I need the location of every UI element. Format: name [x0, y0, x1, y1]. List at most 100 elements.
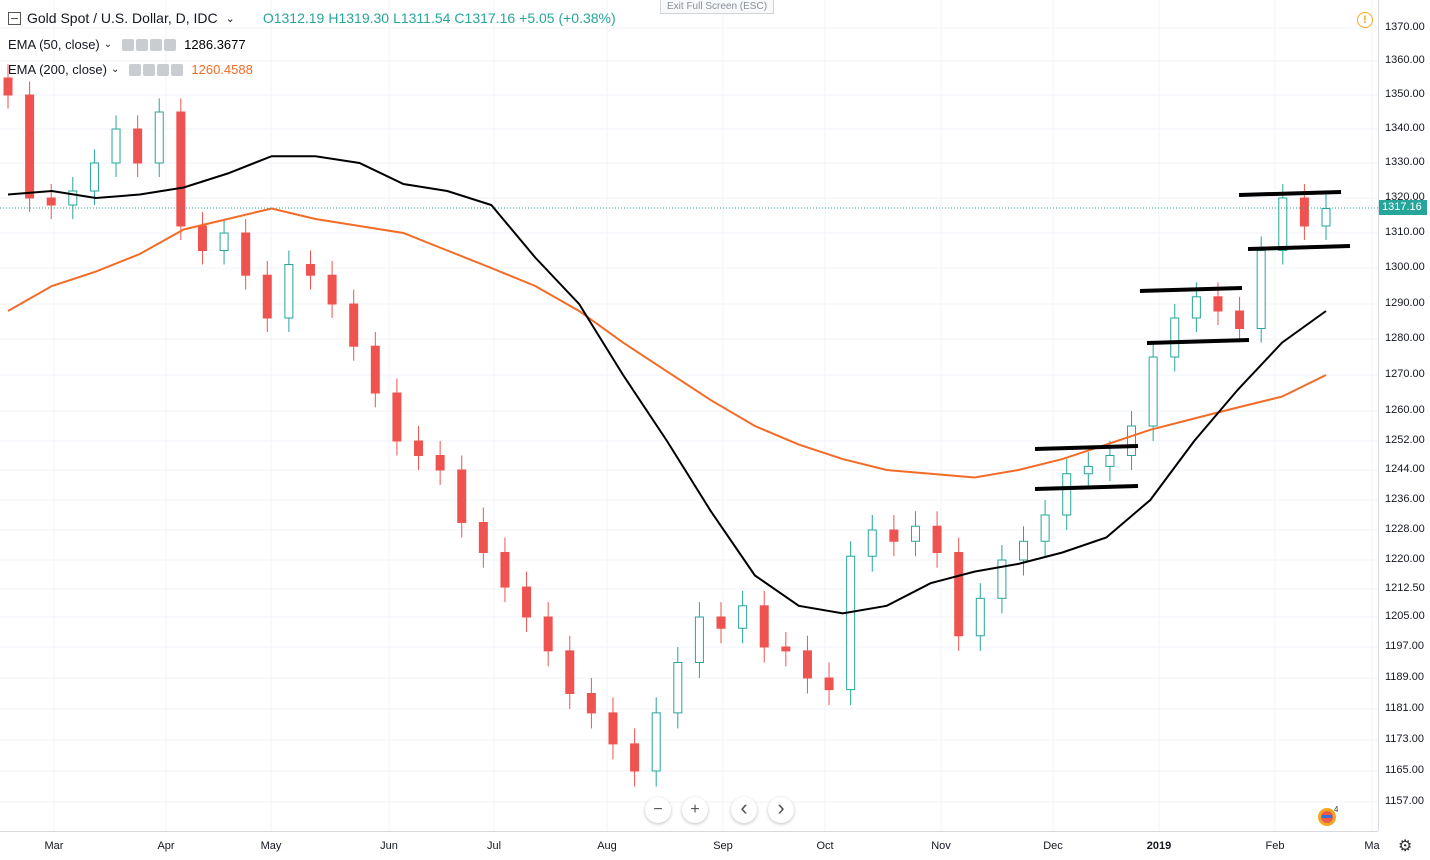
price-axis[interactable]: 1370.00 1360.00 1350.00 1340.00 1330.00 1320.… — [1378, 0, 1430, 831]
price-axis-label: 1189.00 — [1385, 671, 1424, 683]
settings-gear-icon[interactable]: ⚙ — [1398, 838, 1413, 855]
candle-body — [1170, 317, 1180, 358]
candle-body — [716, 616, 726, 629]
candle-body — [1299, 197, 1309, 227]
candle-body — [1278, 197, 1288, 251]
candle-body — [867, 529, 877, 557]
candle-body — [1148, 356, 1158, 427]
candle-body — [500, 552, 510, 588]
candle-body — [932, 525, 942, 553]
candle-body — [1083, 465, 1093, 475]
candle-body — [25, 94, 35, 199]
candle-body — [565, 650, 575, 694]
candle-body — [1191, 296, 1201, 319]
candle-body — [954, 552, 964, 637]
candle-body — [543, 616, 553, 652]
price-axis-label: 1212.50 — [1385, 582, 1425, 594]
scroll-right-button[interactable]: › — [768, 797, 794, 823]
time-axis-label: 2019 — [1146, 840, 1172, 852]
candle-body — [910, 525, 920, 542]
candle-body — [478, 522, 488, 553]
price-axis-label: 1330.00 — [1385, 156, 1425, 168]
symbol-title[interactable]: Gold Spot / U.S. Dollar, D, IDC — [27, 10, 218, 26]
ohlc-open: O1312.19 — [262, 10, 325, 26]
candle-body — [1062, 473, 1072, 516]
time-axis[interactable]: Mar Apr May Jun Jul Aug Sep Oct Nov Dec 2019 Feb Ma — [0, 831, 1380, 860]
candle-body — [457, 469, 467, 523]
close-icon[interactable] — [171, 63, 184, 76]
candle-body — [651, 712, 661, 772]
ohlc-change: +5.05 (+0.38%) — [519, 10, 616, 26]
candle-body — [824, 677, 834, 691]
candle-body — [1256, 250, 1266, 329]
chevron-down-icon[interactable]: ⌄ — [111, 64, 120, 75]
ema200-value: 1260.4588 — [191, 62, 253, 77]
candle-body — [1321, 208, 1331, 227]
candle-body — [694, 616, 704, 663]
ema200-legend[interactable]: EMA (200, close) ⌄ 1260.4588 — [8, 62, 253, 77]
price-axis-label: 1260.00 — [1385, 404, 1425, 416]
time-axis-label: Sep — [713, 840, 733, 852]
ema200-line — [7, 207, 1327, 479]
candle-body — [1019, 540, 1029, 561]
chevron-down-icon[interactable]: ⌄ — [225, 12, 235, 25]
eye-icon[interactable] — [129, 63, 142, 76]
trend-line-drawing — [1139, 286, 1243, 293]
price-chart[interactable] — [0, 0, 1378, 831]
candle-body — [89, 162, 99, 192]
candle-body — [241, 232, 251, 276]
tradingview-logo-icon[interactable]: 4 — [1316, 805, 1338, 827]
gear-icon[interactable] — [143, 63, 156, 76]
price-axis-label: 1181.00 — [1385, 702, 1424, 714]
time-axis-label: Feb — [1265, 840, 1285, 852]
trend-line-drawing — [1034, 484, 1139, 491]
candle-body — [262, 274, 272, 319]
candle-body — [133, 128, 143, 164]
plus-icon[interactable] — [150, 38, 163, 51]
ema200-label[interactable]: EMA (200, close) — [8, 62, 107, 77]
candle-body — [435, 455, 445, 471]
ema50-line — [7, 155, 1327, 615]
symbol-legend[interactable]: Gold Spot / U.S. Dollar, D, IDC ⌄ O1312.… — [8, 10, 616, 26]
candle-body — [1213, 296, 1223, 312]
candle-body — [1127, 425, 1137, 456]
ema50-legend[interactable]: EMA (50, close) ⌄ 1286.3677 — [8, 37, 246, 52]
gear-icon[interactable] — [136, 38, 149, 51]
candle-body — [392, 392, 402, 442]
candle-body — [1235, 310, 1245, 329]
candle-body — [154, 111, 164, 164]
candle-body — [219, 232, 229, 251]
ema50-value: 1286.3677 — [184, 37, 246, 52]
warning-icon[interactable]: ! — [1357, 12, 1373, 28]
candle-body — [68, 190, 78, 206]
candle-body — [997, 559, 1007, 599]
candle-body — [738, 605, 748, 629]
time-axis-label: Mar — [44, 840, 64, 852]
candle-body — [846, 555, 856, 691]
time-axis-label: Jun — [380, 840, 398, 852]
price-axis-label: 1157.00 — [1385, 795, 1424, 807]
candle-body — [414, 440, 424, 456]
logo-badge: 4 — [1334, 805, 1338, 814]
time-axis-label: Nov — [931, 840, 951, 852]
price-axis-label: 1228.00 — [1385, 523, 1425, 535]
candle-body — [3, 77, 13, 96]
candle-body — [522, 586, 532, 618]
plus-icon[interactable] — [157, 63, 170, 76]
ema50-label[interactable]: EMA (50, close) — [8, 37, 100, 52]
last-price-tag: 1317.16 — [1379, 200, 1427, 215]
trend-line-drawing — [1238, 190, 1342, 197]
candle-body — [1040, 514, 1050, 542]
time-axis-label: May — [260, 840, 282, 852]
collapse-legend-icon[interactable] — [8, 11, 21, 25]
scroll-left-button[interactable]: ‹ — [731, 797, 757, 823]
eye-icon[interactable] — [122, 38, 135, 51]
price-axis-label: 1220.00 — [1385, 553, 1425, 565]
time-axis-label: Oct — [816, 840, 834, 852]
close-icon[interactable] — [164, 38, 177, 51]
candle-body — [111, 128, 121, 164]
zoom-in-button[interactable]: + — [682, 797, 708, 823]
chevron-down-icon[interactable]: ⌄ — [103, 39, 113, 50]
zoom-out-button[interactable]: − — [645, 797, 671, 823]
exit-fullscreen-tooltip: Exit Full Screen (ESC) — [660, 0, 775, 14]
